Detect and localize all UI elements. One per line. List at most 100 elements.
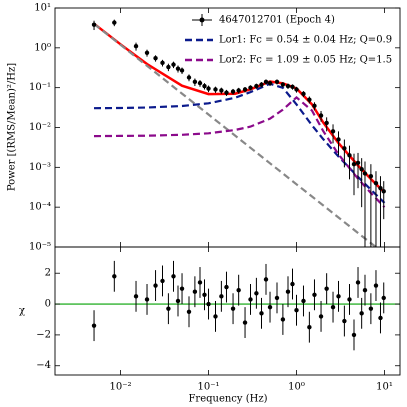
data-point [336, 294, 341, 299]
data-point [248, 297, 253, 302]
data-point [186, 309, 192, 314]
data-point [355, 160, 361, 165]
data-point [347, 153, 352, 158]
data-point [378, 315, 383, 321]
data-point [301, 298, 306, 304]
data-point [267, 304, 273, 310]
data-point [213, 87, 218, 92]
data-point [324, 286, 329, 291]
legend-marker [199, 17, 205, 23]
data-point [219, 294, 224, 299]
data-point [359, 166, 364, 172]
data-point [285, 289, 291, 294]
data-point [280, 317, 286, 322]
data-point [318, 314, 324, 319]
data-point [224, 90, 229, 95]
data-point [202, 292, 207, 298]
data-point [206, 301, 211, 307]
data-point [347, 297, 352, 302]
data-point [342, 146, 347, 151]
data-point [381, 295, 386, 301]
data-point [242, 87, 248, 92]
data-point [179, 286, 185, 291]
data-point [285, 83, 291, 89]
data-point [368, 173, 374, 179]
data-point [230, 306, 236, 311]
y-tick-label: −4 [36, 360, 51, 371]
data-point [197, 80, 203, 86]
data-point [362, 287, 368, 293]
y-tick-label: 0 [45, 299, 51, 310]
data-point [133, 43, 139, 49]
data-point [166, 64, 171, 70]
x-tick-label: 10⁻¹ [198, 382, 220, 393]
data-point [166, 306, 171, 311]
legend-label: 4647012701 (Epoch 4) [219, 15, 335, 26]
data-point [373, 180, 379, 186]
y-axis-label: χ [19, 306, 25, 317]
data-point [91, 323, 97, 328]
plot-area [91, 19, 386, 247]
data-point [362, 171, 368, 176]
data-point [179, 68, 185, 73]
data-point [318, 113, 324, 118]
data-point [213, 314, 218, 319]
data-point [254, 291, 259, 296]
data-point [192, 289, 198, 294]
data-point [171, 274, 176, 279]
data-point [351, 332, 357, 338]
data-point [351, 161, 357, 167]
data-point [236, 88, 241, 93]
y-tick-label: 10¹ [34, 3, 51, 14]
data-point [224, 284, 229, 290]
data-point [175, 298, 181, 304]
data-point [112, 274, 117, 279]
y-tick-label: 10⁻⁴ [29, 202, 51, 213]
data-point [175, 66, 181, 71]
model-curve [93, 82, 386, 204]
data-point [267, 80, 273, 86]
data-point [197, 280, 203, 285]
data-point [230, 89, 236, 94]
data-point [192, 79, 198, 85]
y-tick-label: 2 [45, 268, 51, 279]
x-tick-label: 10¹ [376, 382, 393, 393]
y-tick-label: 10⁻³ [29, 162, 51, 173]
data-point [91, 22, 97, 27]
data-point [280, 82, 286, 87]
y-tick-label: 10⁰ [34, 42, 51, 53]
plot-area [55, 260, 400, 351]
data-point [171, 62, 176, 67]
y-axis-label: Power [(RMS/Mean)²/Hz] [7, 63, 18, 191]
data-point [274, 295, 280, 301]
data-point [202, 83, 207, 89]
data-point [294, 87, 299, 92]
data-point [153, 55, 158, 61]
legend-label: Lor1: Fc = 0.54 ± 0.04 Hz; Q=0.9 [219, 35, 392, 46]
data-point [312, 103, 317, 109]
data-point [307, 324, 312, 330]
data-point [355, 280, 361, 285]
data-point [263, 277, 269, 282]
data-point [301, 91, 306, 97]
model-curve [93, 95, 386, 208]
data-point [259, 82, 264, 87]
data-point [336, 137, 341, 142]
x-tick-label: 10⁰ [288, 382, 305, 393]
data-point [290, 281, 295, 287]
data-point [219, 88, 224, 93]
model-curve [93, 23, 378, 247]
data-point [242, 320, 248, 325]
data-point [274, 79, 280, 85]
data-point [144, 297, 150, 302]
data-point [378, 185, 383, 191]
data-point [160, 278, 165, 284]
y-tick-label: −2 [36, 329, 51, 340]
data-point [294, 308, 299, 313]
data-point [133, 294, 139, 299]
y-tick-label: 10⁻² [29, 122, 51, 133]
data-point [112, 20, 117, 25]
data-point [254, 83, 259, 89]
data-point [359, 311, 364, 316]
data-point [330, 129, 336, 134]
